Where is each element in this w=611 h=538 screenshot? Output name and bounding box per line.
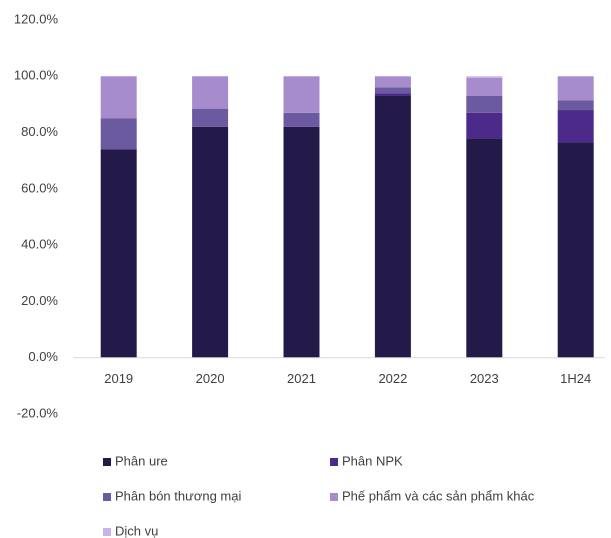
- x-tick-label: 1H24: [560, 371, 591, 386]
- legend-swatch: [330, 458, 338, 466]
- legend-label: Dịch vụ: [115, 523, 158, 538]
- y-tick-label: 80.0%: [21, 124, 58, 139]
- bar-segment: [557, 110, 594, 143]
- legend-label: Phân NPK: [342, 453, 403, 468]
- legend-swatch: [103, 528, 111, 536]
- y-tick-label: 120.0%: [14, 11, 59, 26]
- bar-segment: [374, 95, 411, 358]
- x-tick-label: 2021: [287, 371, 316, 386]
- x-tick-label: 2019: [104, 371, 133, 386]
- bar-segment: [192, 76, 229, 109]
- y-tick-label: 20.0%: [21, 293, 58, 308]
- bar-segment: [283, 76, 320, 113]
- bar-segment: [192, 108, 229, 127]
- y-tick-label: 0.0%: [28, 349, 58, 364]
- bar-segment: [466, 77, 503, 96]
- bar-segment: [466, 138, 503, 358]
- legend-label: Phân ure: [115, 453, 168, 468]
- legend-swatch: [103, 493, 111, 501]
- bar-segment: [374, 87, 411, 94]
- bar-segment: [283, 112, 320, 127]
- bar-segment: [192, 126, 229, 358]
- legend-label: Phân bón thương mại: [115, 488, 241, 503]
- bar-segment: [466, 76, 503, 78]
- bar-segment: [100, 76, 137, 119]
- y-tick-label: 40.0%: [21, 237, 58, 252]
- bar-segment: [100, 118, 137, 150]
- legend-label: Phế phẩm và các sản phẩm khác: [342, 488, 535, 503]
- legend-swatch: [330, 493, 338, 501]
- y-tick-label: 60.0%: [21, 180, 58, 195]
- bar-segment: [557, 142, 594, 358]
- bar-segment: [466, 112, 503, 139]
- bar-segment: [374, 76, 411, 88]
- bar-segment: [557, 76, 594, 101]
- bar-segment: [283, 126, 320, 358]
- bar-segment: [374, 93, 411, 96]
- bar-segment: [557, 100, 594, 111]
- bar-segment: [100, 149, 137, 358]
- x-tick-label: 2022: [378, 371, 407, 386]
- bar-segment: [466, 95, 503, 113]
- y-tick-label: 100.0%: [14, 68, 59, 83]
- y-tick-label: -20.0%: [17, 405, 59, 420]
- x-tick-label: 2020: [196, 371, 225, 386]
- x-tick-label: 2023: [470, 371, 499, 386]
- legend-swatch: [103, 458, 111, 466]
